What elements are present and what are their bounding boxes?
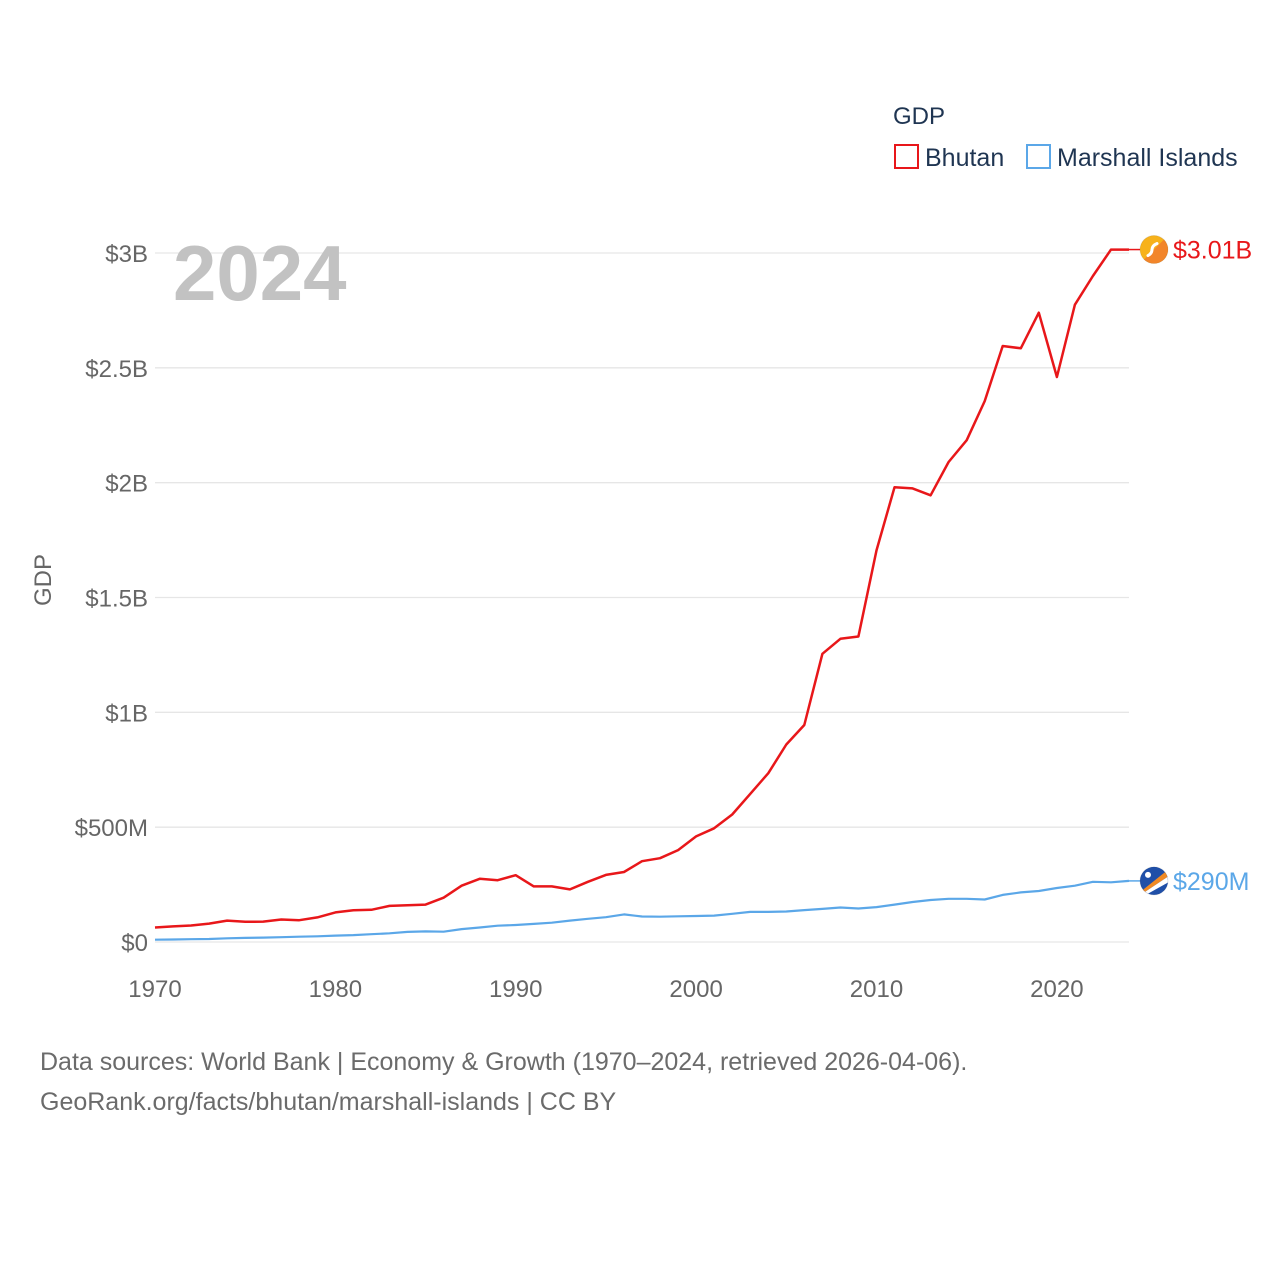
source-line-2[interactable]: GeoRank.org/facts/bhutan/marshall-island… <box>40 1088 617 1116</box>
series-line-bhutan <box>154 248 1129 929</box>
x-tick-label: 1990 <box>489 976 542 1003</box>
x-tick-label: 2000 <box>669 976 722 1003</box>
legend-swatch-marshall-islands <box>1026 144 1051 169</box>
end-value-label-marshall-islands: $290M <box>1173 868 1249 896</box>
series-lines: $3.01B $290M <box>154 235 1252 941</box>
legend-title: GDP <box>893 103 945 130</box>
x-tick-label: 2020 <box>1030 976 1083 1003</box>
y-tick-label: $3B <box>105 241 148 268</box>
y-tick-label: $1.5B <box>85 586 148 613</box>
gdp-line-chart: $0 $500M $1B $1.5B $2B $2.5B $3B 1970 1980 1990 2… <box>30 103 1252 1003</box>
legend-label-marshall-islands: Marshall Islands <box>1057 144 1238 172</box>
gridlines <box>155 252 1129 943</box>
legend: GDP Bhutan Marshall Islands <box>893 103 1238 172</box>
x-tick-label: 2010 <box>850 976 903 1003</box>
y-tick-label: $500M <box>75 815 148 842</box>
legend-label-bhutan: Bhutan <box>925 144 1004 172</box>
y-tick-label: $0 <box>121 930 148 957</box>
bhutan-flag-icon <box>1139 235 1169 265</box>
series-line-marshall-islands <box>154 879 1130 941</box>
source-line-1: Data sources: World Bank | Economy & Gro… <box>40 1048 968 1076</box>
y-tick-label: $1B <box>105 700 148 727</box>
legend-swatch-bhutan <box>894 144 919 169</box>
marshall-islands-flag-icon <box>1139 866 1169 896</box>
legend-item-marshall-islands[interactable]: Marshall Islands <box>1026 144 1238 172</box>
y-axis-title: GDP <box>30 554 57 606</box>
x-tick-label: 1970 <box>128 976 181 1003</box>
x-tick-label: 1980 <box>309 976 362 1003</box>
data-source-note: Data sources: World Bank | Economy & Gro… <box>40 1042 1240 1122</box>
y-tick-label: $2.5B <box>85 356 148 383</box>
current-year-label: 2024 <box>173 229 347 317</box>
legend-item-bhutan[interactable]: Bhutan <box>894 144 1004 172</box>
x-axis: 1970 1980 1990 2000 2010 2020 <box>128 976 1083 1003</box>
end-value-label-bhutan: $3.01B <box>1173 237 1252 265</box>
y-axis: $0 $500M $1B $1.5B $2B $2.5B $3B <box>75 241 148 957</box>
y-tick-label: $2B <box>105 471 148 498</box>
